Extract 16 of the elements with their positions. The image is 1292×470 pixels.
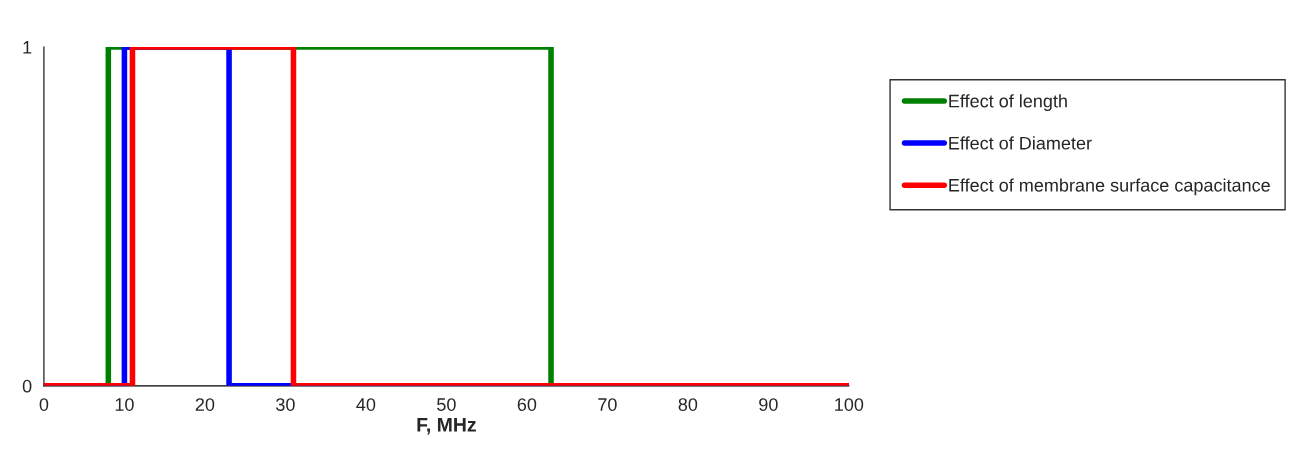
x-tick-label: 50 xyxy=(437,398,456,411)
legend-label: Effect of length xyxy=(949,94,1067,112)
x-tick-label: 0 xyxy=(39,398,49,411)
x-tick-label: 30 xyxy=(276,398,295,411)
x-tick-label: 40 xyxy=(356,398,376,411)
x-tick-label: 60 xyxy=(517,398,537,411)
x-tick-label: 90 xyxy=(759,398,778,411)
x-tick-label: 80 xyxy=(678,398,698,411)
x-tick-label: 10 xyxy=(115,398,134,411)
legend-label: Effect of Diameter xyxy=(949,136,1092,150)
y-tick-label: 1 xyxy=(23,41,32,54)
x-tick-label: 70 xyxy=(598,398,617,411)
x-tick-label: 20 xyxy=(195,398,215,411)
legend-label: Effect of membrane surface capacitance xyxy=(949,178,1270,196)
x-axis-title: F, MHz xyxy=(417,418,476,435)
x-tick-label: 100 xyxy=(835,398,864,411)
